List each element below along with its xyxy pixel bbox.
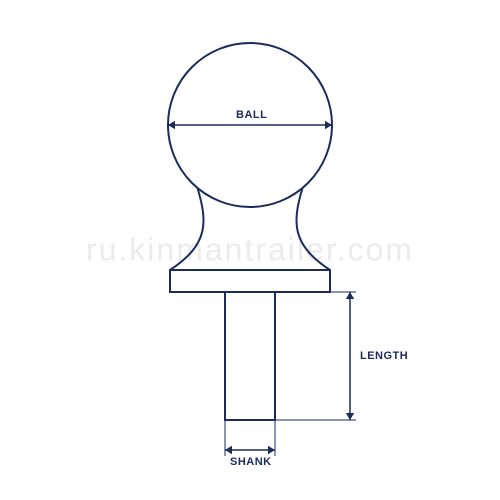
- ball-label: BALL: [236, 109, 267, 121]
- length-label: LENGTH: [360, 350, 408, 362]
- shank-label: SHANK: [230, 456, 272, 468]
- hitch-ball-drawing: [0, 0, 500, 500]
- diagram-canvas: ru.kinmantrailer.com BALL SHANK LENGTH: [0, 0, 500, 500]
